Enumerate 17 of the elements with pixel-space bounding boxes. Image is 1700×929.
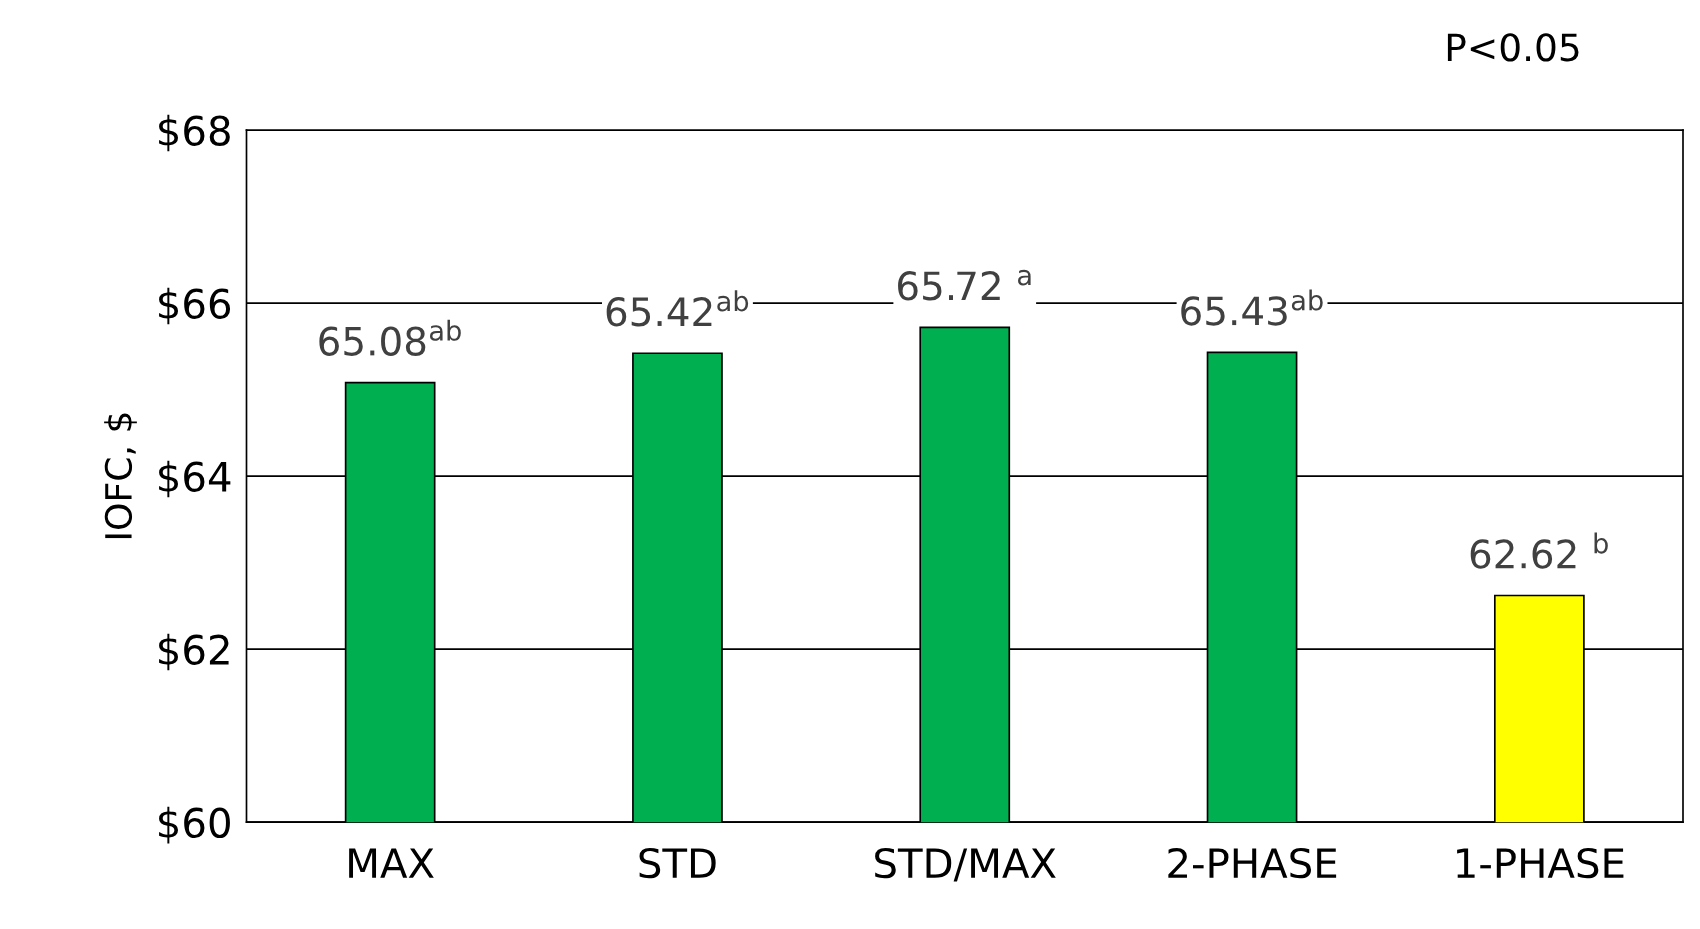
y-axis-title: IOFC, $ (104, 413, 137, 539)
x-tick-label: STD (639, 847, 716, 879)
y-tick-label: $66 (159, 287, 231, 325)
data-label: 65.42$^{ab}$ (606, 290, 749, 327)
y-tick-label: $62 (159, 633, 229, 671)
data-label: 65.43$^{ab}$ (1181, 289, 1323, 326)
x-tick-label: STD/MAX (875, 847, 1056, 882)
data-label: 62.62 $^{b}$ (1470, 532, 1608, 569)
y-tick-label: $68 (159, 114, 230, 152)
data-label: 65.08$^{ab}$ (319, 319, 461, 356)
text: P<0.05 (1447, 33, 1579, 62)
data-label: 65.72 $^{a}$ (898, 269, 1031, 301)
x-tick-label: 2-PHASE (1168, 847, 1337, 879)
x-tick-label: 1-PHASE (1457, 847, 1624, 879)
x-tick-label: MAX (349, 848, 434, 878)
y-tick-label: $64 (159, 460, 231, 498)
y-tick-label: $60 (159, 806, 230, 844)
